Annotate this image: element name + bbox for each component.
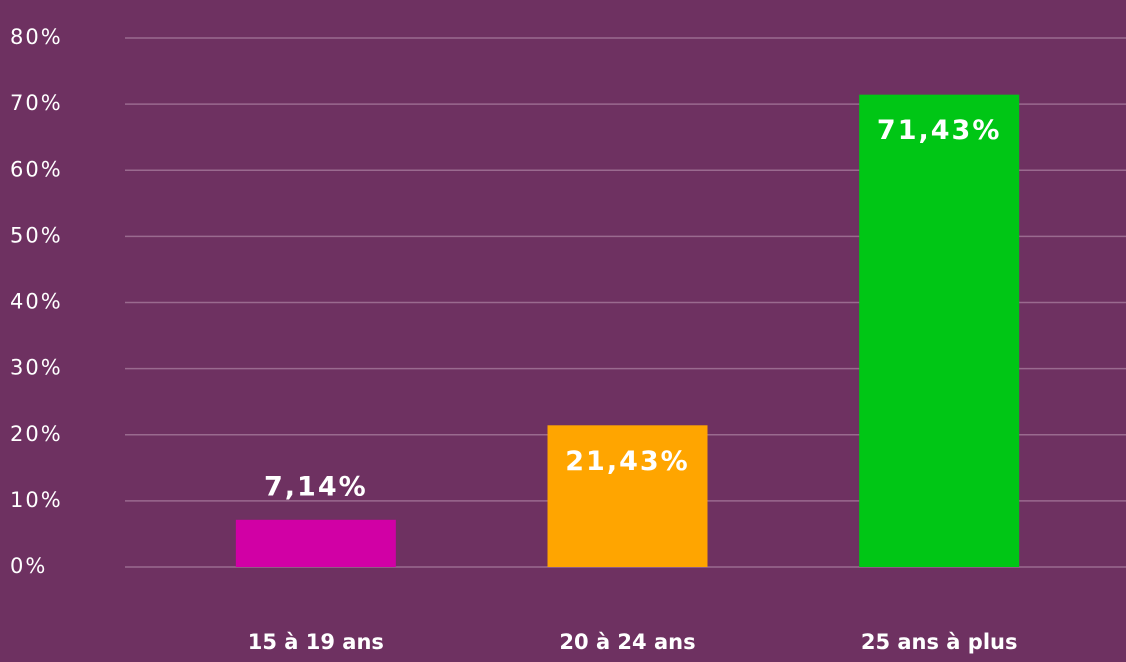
y-tick-label: 40% <box>10 290 63 314</box>
y-tick-label: 80% <box>10 25 63 49</box>
bar <box>859 94 1020 567</box>
value-label: 7,14% <box>264 471 368 502</box>
x-tick-label: 20 à 24 ans <box>559 630 695 654</box>
x-tick-label: 15 à 19 ans <box>248 630 384 654</box>
y-tick-label: 60% <box>10 157 63 181</box>
value-label: 71,43% <box>877 115 1001 146</box>
bar <box>235 519 396 567</box>
x-tick-label: 25 ans à plus <box>861 630 1018 654</box>
y-tick-label: 70% <box>10 91 63 115</box>
y-tick-label: 0% <box>10 554 47 578</box>
value-label: 21,43% <box>565 446 689 477</box>
y-tick-label: 50% <box>10 223 63 247</box>
y-tick-label: 20% <box>10 422 63 446</box>
bar <box>547 425 708 567</box>
y-tick-label: 10% <box>10 488 63 512</box>
y-tick-label: 30% <box>10 356 63 380</box>
